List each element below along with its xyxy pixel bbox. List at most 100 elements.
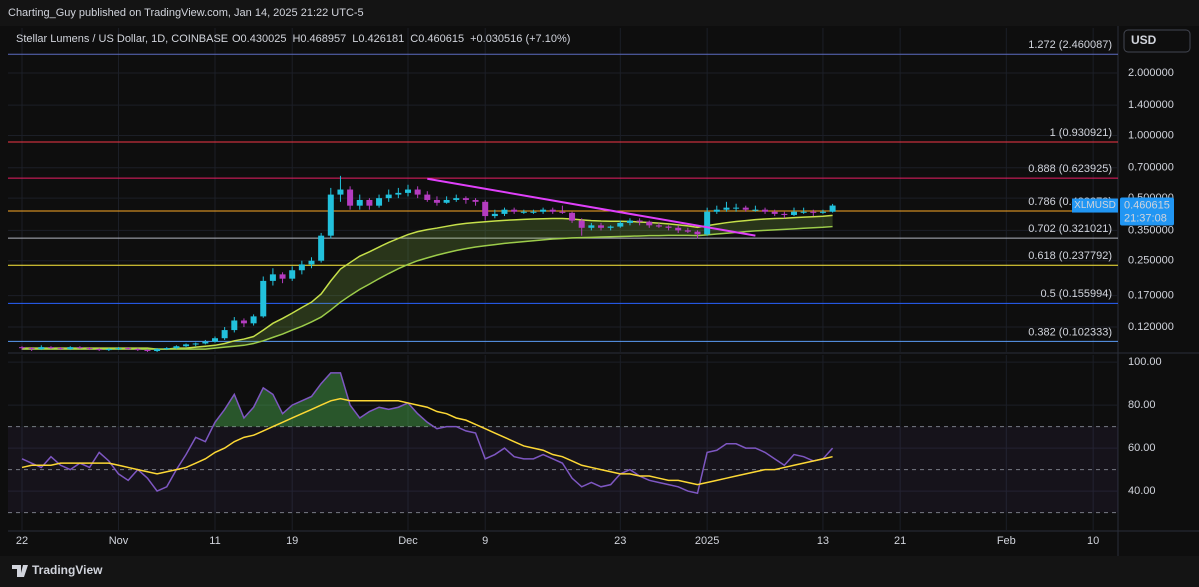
candle-body <box>38 347 45 350</box>
candle-body <box>684 230 691 232</box>
candle-body <box>762 209 769 212</box>
trendline <box>427 177 756 237</box>
legend: Stellar Lumens / US Dollar, 1D, COINBASE… <box>16 33 570 45</box>
candle-body <box>482 201 489 217</box>
candle-body <box>675 227 682 231</box>
candle-body <box>530 211 537 213</box>
candle-body <box>433 199 440 203</box>
header-bar <box>0 0 1199 26</box>
candle-body <box>67 347 74 350</box>
candle-body <box>260 280 267 317</box>
candle-body <box>47 347 54 349</box>
rsi-tick-label: 100.00 <box>1128 356 1162 368</box>
rsi-pane <box>8 355 1118 530</box>
candle-body <box>192 343 199 345</box>
candle-body <box>626 220 633 223</box>
candle-body <box>144 350 151 352</box>
candle-body <box>269 274 276 281</box>
fib-label: 1 (0.930921) <box>1050 127 1112 139</box>
candle-body <box>134 349 141 351</box>
candle-body <box>655 225 662 227</box>
candle-body <box>327 194 334 236</box>
candle-body <box>405 189 411 193</box>
rsi-line <box>21 372 834 495</box>
x-tick-label: 11 <box>209 535 220 547</box>
fib-label: 0.888 (0.623925) <box>1028 163 1112 175</box>
candle-body <box>472 199 479 202</box>
candle-body <box>578 220 585 228</box>
candle-body <box>491 213 498 217</box>
candle-body <box>771 211 778 214</box>
x-tick-label: 19 <box>286 535 298 547</box>
x-tick-label: Dec <box>398 535 418 547</box>
candle-body <box>385 194 392 199</box>
x-tick-label: Feb <box>997 535 1016 547</box>
candle-body <box>395 192 402 195</box>
candle-body <box>173 346 180 349</box>
candle-body <box>829 205 836 212</box>
candle-body <box>221 330 228 339</box>
candle-body <box>308 260 315 265</box>
y-tick-label: 1.400000 <box>1128 99 1174 111</box>
fib-label: 0.5 (0.155994) <box>1040 288 1112 300</box>
candle-body <box>115 348 122 350</box>
fib-label: 0.382 (0.102333) <box>1028 326 1112 338</box>
currency-button[interactable] <box>1123 29 1191 53</box>
candle-body <box>183 344 190 347</box>
symbol-tag-text: XLMUSD <box>1074 200 1116 211</box>
y-tick-label: 0.250000 <box>1128 255 1174 267</box>
candle-body <box>443 199 450 203</box>
ema-band <box>22 215 833 350</box>
ohlc-value: C0.460615 <box>410 33 464 45</box>
candle-body <box>105 349 112 351</box>
candle-body <box>781 213 788 215</box>
rsi-tick-label: 80.00 <box>1128 399 1156 411</box>
candle-body <box>636 220 643 222</box>
candle-body <box>250 316 257 324</box>
candle-body <box>202 341 209 344</box>
candle-body <box>318 235 325 261</box>
candle-body <box>57 348 64 350</box>
ohlc-value: H0.468957 <box>292 33 346 45</box>
ohlc-value: L0.426181 <box>352 33 404 45</box>
footer-brand: TradingView <box>32 563 103 577</box>
candle-body <box>569 212 576 221</box>
candle-body <box>800 211 807 213</box>
x-tick-label: 23 <box>614 535 626 547</box>
y-tick-label: 0.170000 <box>1128 289 1174 301</box>
candle-body <box>96 349 103 351</box>
candle-body <box>713 209 720 212</box>
candle-body <box>511 209 518 212</box>
candle-body <box>665 226 672 228</box>
candle-body <box>501 209 508 214</box>
rsi-tick-label: 40.00 <box>1128 485 1156 497</box>
candle-body <box>163 348 170 350</box>
x-tick-label: 21 <box>894 535 906 547</box>
candle-body <box>819 211 826 213</box>
price-tag <box>1120 197 1174 226</box>
candle-body <box>723 207 730 210</box>
logo-icon <box>12 565 28 577</box>
candle-body <box>559 211 566 213</box>
candle-body <box>86 348 93 350</box>
footer-bar <box>0 556 1199 587</box>
fib-label: 0.702 (0.321021) <box>1028 223 1112 235</box>
candle-body <box>588 225 595 228</box>
x-tick-label: Nov <box>109 535 129 547</box>
candle-body <box>742 207 749 210</box>
candle-body <box>752 209 759 211</box>
candle-body <box>607 226 614 228</box>
candle-body <box>212 338 218 342</box>
countdown-text: 21:37:08 <box>1124 212 1167 224</box>
currency[interactable]: USD <box>1131 33 1157 47</box>
candle-body <box>289 270 296 279</box>
candle-body <box>704 211 711 235</box>
candle-body <box>356 199 363 206</box>
candle-body <box>347 189 354 206</box>
candle-body <box>424 194 431 200</box>
candle-body <box>240 320 247 324</box>
candle-body <box>540 209 547 212</box>
rsi-overbought-fill <box>22 372 833 427</box>
candle-body <box>549 209 556 212</box>
